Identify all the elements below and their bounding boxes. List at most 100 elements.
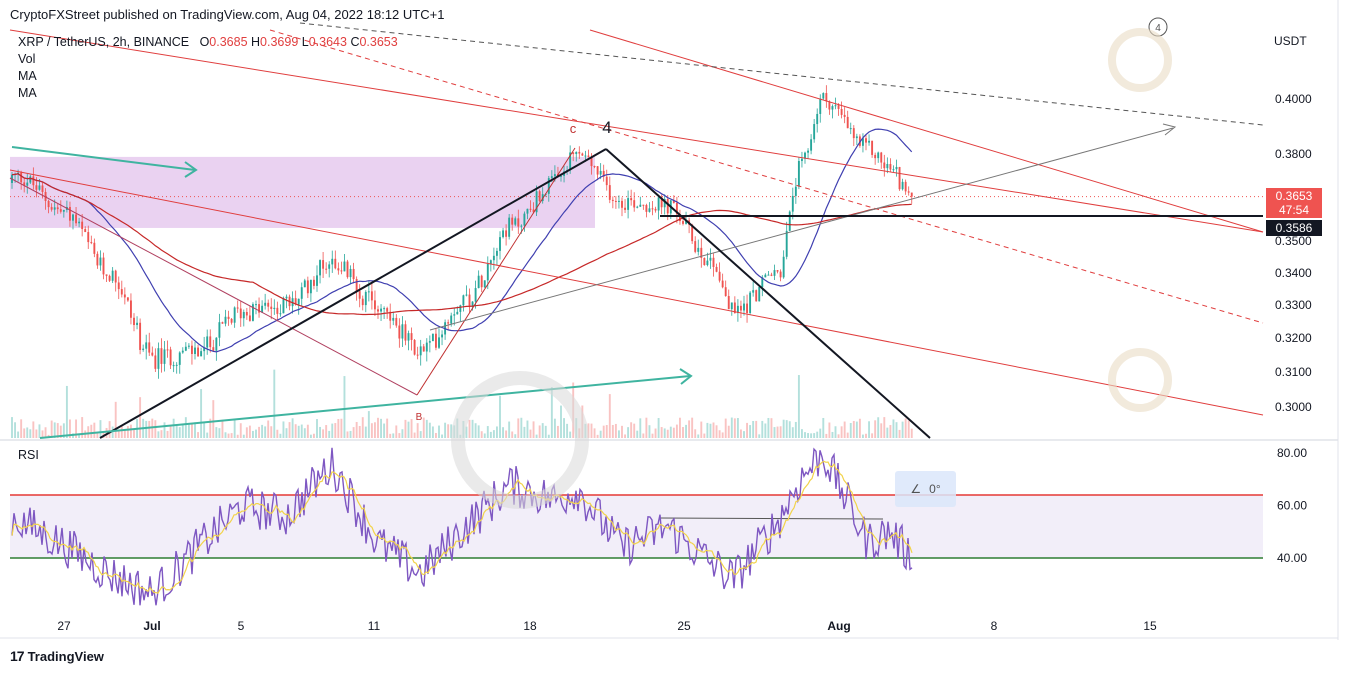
candle-body bbox=[209, 336, 212, 348]
volume-bar bbox=[26, 427, 29, 438]
candle-body bbox=[517, 218, 520, 227]
volume-bar bbox=[886, 427, 889, 438]
volume-bar bbox=[148, 420, 151, 438]
candle-body bbox=[569, 152, 572, 171]
volume-bar bbox=[840, 426, 843, 438]
candle-body bbox=[666, 199, 669, 214]
volume-bar bbox=[831, 431, 834, 438]
candle-body bbox=[303, 280, 306, 288]
open-label: O bbox=[199, 35, 210, 49]
candle-body bbox=[767, 274, 770, 276]
volume-bar bbox=[105, 427, 108, 438]
volume-bar bbox=[404, 419, 407, 438]
volume-bar bbox=[703, 433, 706, 438]
candle-body bbox=[401, 324, 404, 339]
candle-body bbox=[502, 230, 504, 238]
volume-bar bbox=[331, 423, 334, 438]
candle-body bbox=[840, 108, 843, 115]
candle-body bbox=[794, 186, 797, 196]
volume-bar bbox=[50, 420, 53, 438]
tradingview-logo[interactable]: 17 TradingView bbox=[10, 648, 104, 664]
candle-body bbox=[377, 309, 379, 312]
candle-body bbox=[590, 156, 593, 167]
volume-bar bbox=[291, 418, 294, 438]
candle-body bbox=[438, 337, 440, 348]
volume-bar bbox=[788, 421, 791, 438]
candle-body bbox=[489, 260, 492, 264]
candle-body bbox=[636, 206, 639, 208]
teal-arrow-lower-head bbox=[679, 368, 693, 385]
candle-body bbox=[633, 200, 636, 208]
teal-arrow-upper bbox=[11, 146, 196, 171]
candle-body bbox=[843, 114, 846, 117]
candle-body bbox=[346, 261, 349, 278]
volume-bar bbox=[14, 422, 16, 438]
candle-body bbox=[136, 322, 138, 326]
candle-body bbox=[245, 311, 248, 316]
high-label: H bbox=[251, 35, 261, 49]
volume-bar bbox=[319, 426, 321, 438]
candle-body bbox=[480, 275, 483, 288]
volume-bar bbox=[755, 420, 758, 438]
candle-body bbox=[441, 334, 443, 338]
candle-body bbox=[62, 209, 65, 212]
candle-body bbox=[279, 313, 282, 315]
volume-bar bbox=[374, 422, 376, 438]
volume-bar bbox=[78, 434, 81, 438]
volume-bar bbox=[822, 417, 825, 438]
candle-body bbox=[877, 152, 880, 159]
candle-body bbox=[904, 181, 907, 192]
candle-body bbox=[654, 208, 657, 211]
volume-bar bbox=[133, 429, 135, 438]
candle-body bbox=[685, 220, 687, 224]
rsi-tick-label: 60.00 bbox=[1277, 499, 1307, 513]
watermark-logo-icon bbox=[451, 371, 589, 509]
indicator-ma-2[interactable]: MA bbox=[18, 86, 37, 100]
candle-body bbox=[593, 166, 596, 168]
volume-bar bbox=[279, 433, 282, 438]
volume-bar bbox=[187, 422, 190, 438]
candle-body bbox=[596, 166, 599, 175]
candle-body bbox=[224, 316, 227, 324]
candle-body bbox=[627, 198, 630, 210]
time-tick-label: Jul bbox=[143, 619, 160, 633]
price-tick-label: 0.4000 bbox=[1275, 92, 1312, 106]
candle-body bbox=[706, 260, 709, 266]
last-price-value: 0.3653 bbox=[1275, 189, 1313, 203]
ma-slow-line bbox=[11, 173, 912, 316]
candle-body bbox=[29, 176, 32, 183]
candle-body bbox=[81, 221, 84, 230]
candle-body bbox=[871, 140, 874, 155]
volume-bar bbox=[383, 423, 386, 438]
candle-body bbox=[169, 349, 172, 366]
indicator-vol[interactable]: Vol bbox=[18, 52, 36, 66]
volume-bar bbox=[602, 425, 605, 438]
candle-body bbox=[239, 308, 242, 319]
indicator-ma-1[interactable]: MA bbox=[18, 69, 37, 83]
symbol-legend[interactable]: XRP / TetherUS, 2h, BINANCE O0.3685 H0.3… bbox=[18, 35, 398, 49]
volume-bar bbox=[99, 420, 102, 438]
rsi-label[interactable]: RSI bbox=[18, 448, 39, 462]
angle-tool-label[interactable]: ∠ 0° bbox=[895, 471, 956, 507]
volume-bar bbox=[767, 417, 770, 438]
price-tick-label: 0.3100 bbox=[1275, 365, 1312, 379]
last-price-tag: 0.3653 47:54 bbox=[1266, 188, 1322, 218]
volume-bar bbox=[108, 421, 111, 438]
candle-body bbox=[645, 205, 648, 212]
volume-bar bbox=[81, 417, 84, 438]
volume-bar bbox=[855, 421, 858, 438]
candle-body bbox=[831, 106, 834, 110]
candle-body bbox=[770, 274, 773, 276]
candle-body bbox=[313, 279, 315, 286]
candle-body bbox=[114, 270, 117, 283]
candle-body bbox=[56, 207, 59, 210]
volume-bar bbox=[526, 420, 529, 438]
volume-bar bbox=[532, 421, 535, 438]
candle-body bbox=[642, 204, 645, 206]
volume-bar bbox=[724, 418, 727, 438]
candle-body bbox=[679, 214, 681, 222]
time-tick-label: Aug bbox=[827, 619, 850, 633]
candle-body bbox=[267, 302, 270, 307]
candle-body bbox=[605, 176, 608, 186]
